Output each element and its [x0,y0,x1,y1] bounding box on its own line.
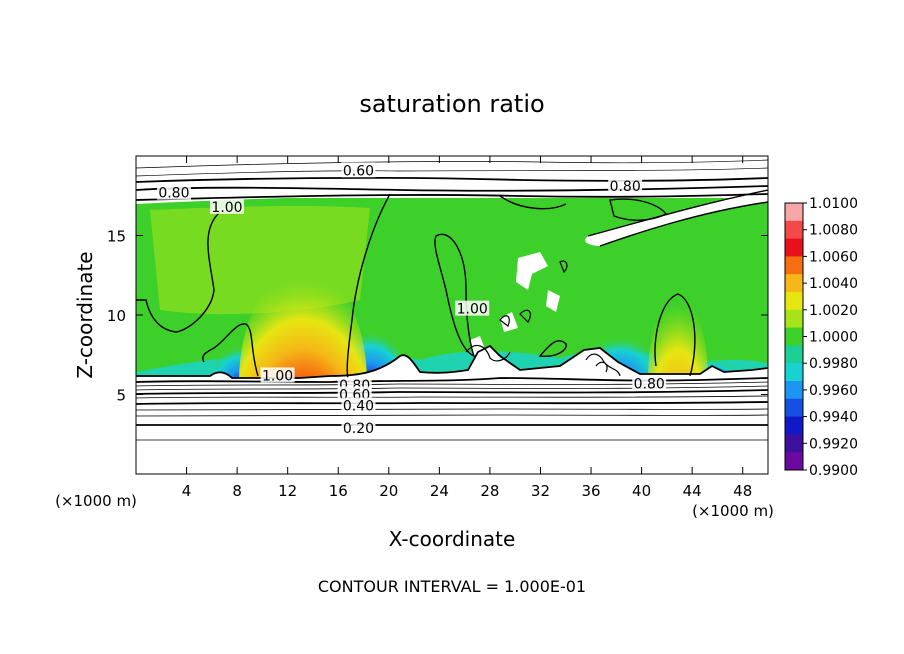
colorbar-label: 1.0040 [809,276,858,292]
contour-label: 0.20 [343,421,374,437]
x-tick-label: 16 [329,482,348,500]
contour-low-e [136,408,768,411]
contour-upper-thin-a [136,159,768,169]
colorbar-label: 0.9920 [809,436,858,452]
colorbar-swatch [785,398,803,418]
colorbar-swatch [785,381,803,400]
contour-labels: 0.600.801.000.801.001.000.800.600.400.20… [156,162,667,437]
contour-low-0-40 [136,401,768,405]
colorbar-label: 1.0000 [809,330,858,346]
contour-label-bg [260,367,295,383]
y-axis: 5 10 15 [107,228,768,405]
contour-label-bg [341,162,376,178]
x-axis-title: X-coordinate [389,527,516,551]
colorbar-swatch [785,363,803,382]
x-tick-label: 48 [733,482,752,500]
y-axis-title: Z-coordinate [73,251,97,378]
contour-cloud-squiggles [465,260,621,377]
contour-upper-thick-a [136,176,768,183]
colorbar-swatch [785,203,803,222]
colorbar-swatch [785,434,803,453]
colorbar-swatch [785,345,803,364]
contour-label-bg [210,198,245,214]
contour-1-00-cap [499,195,567,210]
contour-low-0-80 [136,377,768,383]
contour-label-bg [341,419,376,435]
colorbar-swatch [785,256,803,275]
x-tick-label: 24 [430,482,449,500]
x-axis: 4 8 12 16 20 24 28 32 36 40 44 48 [182,156,752,500]
contour-interval-note: CONTOUR INTERVAL = 1.000E-01 [318,577,586,596]
contour-upper-thick-b [136,185,768,192]
colorbar-label: 1.0020 [809,303,858,319]
contour-low-f [136,414,768,417]
y-tick-label: 5 [116,387,126,405]
colorbar-label: 1.0080 [809,223,858,239]
contour-label-bg [608,178,643,194]
x-tick-label: 44 [683,482,702,500]
contour-label: 0.40 [343,399,374,415]
contour-label: 1.00 [457,302,488,318]
x-unit-left: (×1000 m) [55,492,137,510]
colorbar-swatch [785,309,803,329]
contour-1-00-left [136,211,221,333]
colorbar: 1.0100 1.0080 1.0060 1.0040 1.0020 1.0000 0.99… [784,196,858,479]
contour-label-bg [156,184,191,200]
x-tick-label: 28 [480,482,499,500]
colorbar-label: 0.9900 [809,463,858,479]
x-tick-label: 20 [379,482,398,500]
colorbar-swatch [785,238,803,257]
colorbar-label: 0.9960 [809,383,858,399]
contour-label: 0.80 [610,179,641,195]
contour-lines [136,159,768,441]
contour-label: 0.60 [343,163,374,179]
colorbar-label: 1.0060 [809,249,858,265]
contour-label: 0.80 [634,376,665,392]
contour-label-bg [632,375,667,391]
contour-1-00-mid [346,193,391,379]
x-tick-label: 40 [632,482,651,500]
colorbar-label: 0.9940 [809,410,858,426]
contour-wedge [587,189,768,247]
x-tick-label: 36 [581,482,600,500]
y-tick-label: 10 [107,307,126,325]
contour-low-d [136,395,768,399]
dry-wedge [585,190,768,246]
contour-1-00-plume-right [654,293,696,377]
contour-1-00-right [609,198,668,221]
x-tick-label: 4 [182,482,192,500]
colorbar-swatch [785,327,803,346]
colorbar-label: 0.9980 [809,356,858,372]
contour-1-00-plume [202,323,259,377]
chart-title: saturation ratio [359,90,544,118]
colorbar-swatch [785,416,803,435]
y-tick-label: 15 [107,228,126,246]
contour-label: 1.00 [262,368,293,384]
x-tick-label: 8 [232,482,242,500]
x-unit-right: (×1000 m) [692,502,774,520]
contour-low-0-60 [136,389,768,395]
colorbar-swatch [785,274,803,293]
contour-moist-top [136,193,768,201]
contour-label: 0.80 [158,186,189,202]
colorbar-swatch [785,292,803,311]
x-tick-label: 12 [278,482,297,500]
contour-label: 1.00 [211,200,242,216]
contour-upper-thin-b [136,167,768,177]
colorbar-label: 1.0100 [809,196,858,212]
contour-label-bg [455,300,490,316]
x-tick-label: 32 [531,482,550,500]
contour-label-bg [341,397,376,413]
colorbar-swatch [785,220,803,240]
contour-1-00-cell [538,340,567,358]
contour-1-00-bubble [434,233,476,358]
colorbar-swatch [785,452,803,471]
contour-surface-1-00 [136,344,768,379]
